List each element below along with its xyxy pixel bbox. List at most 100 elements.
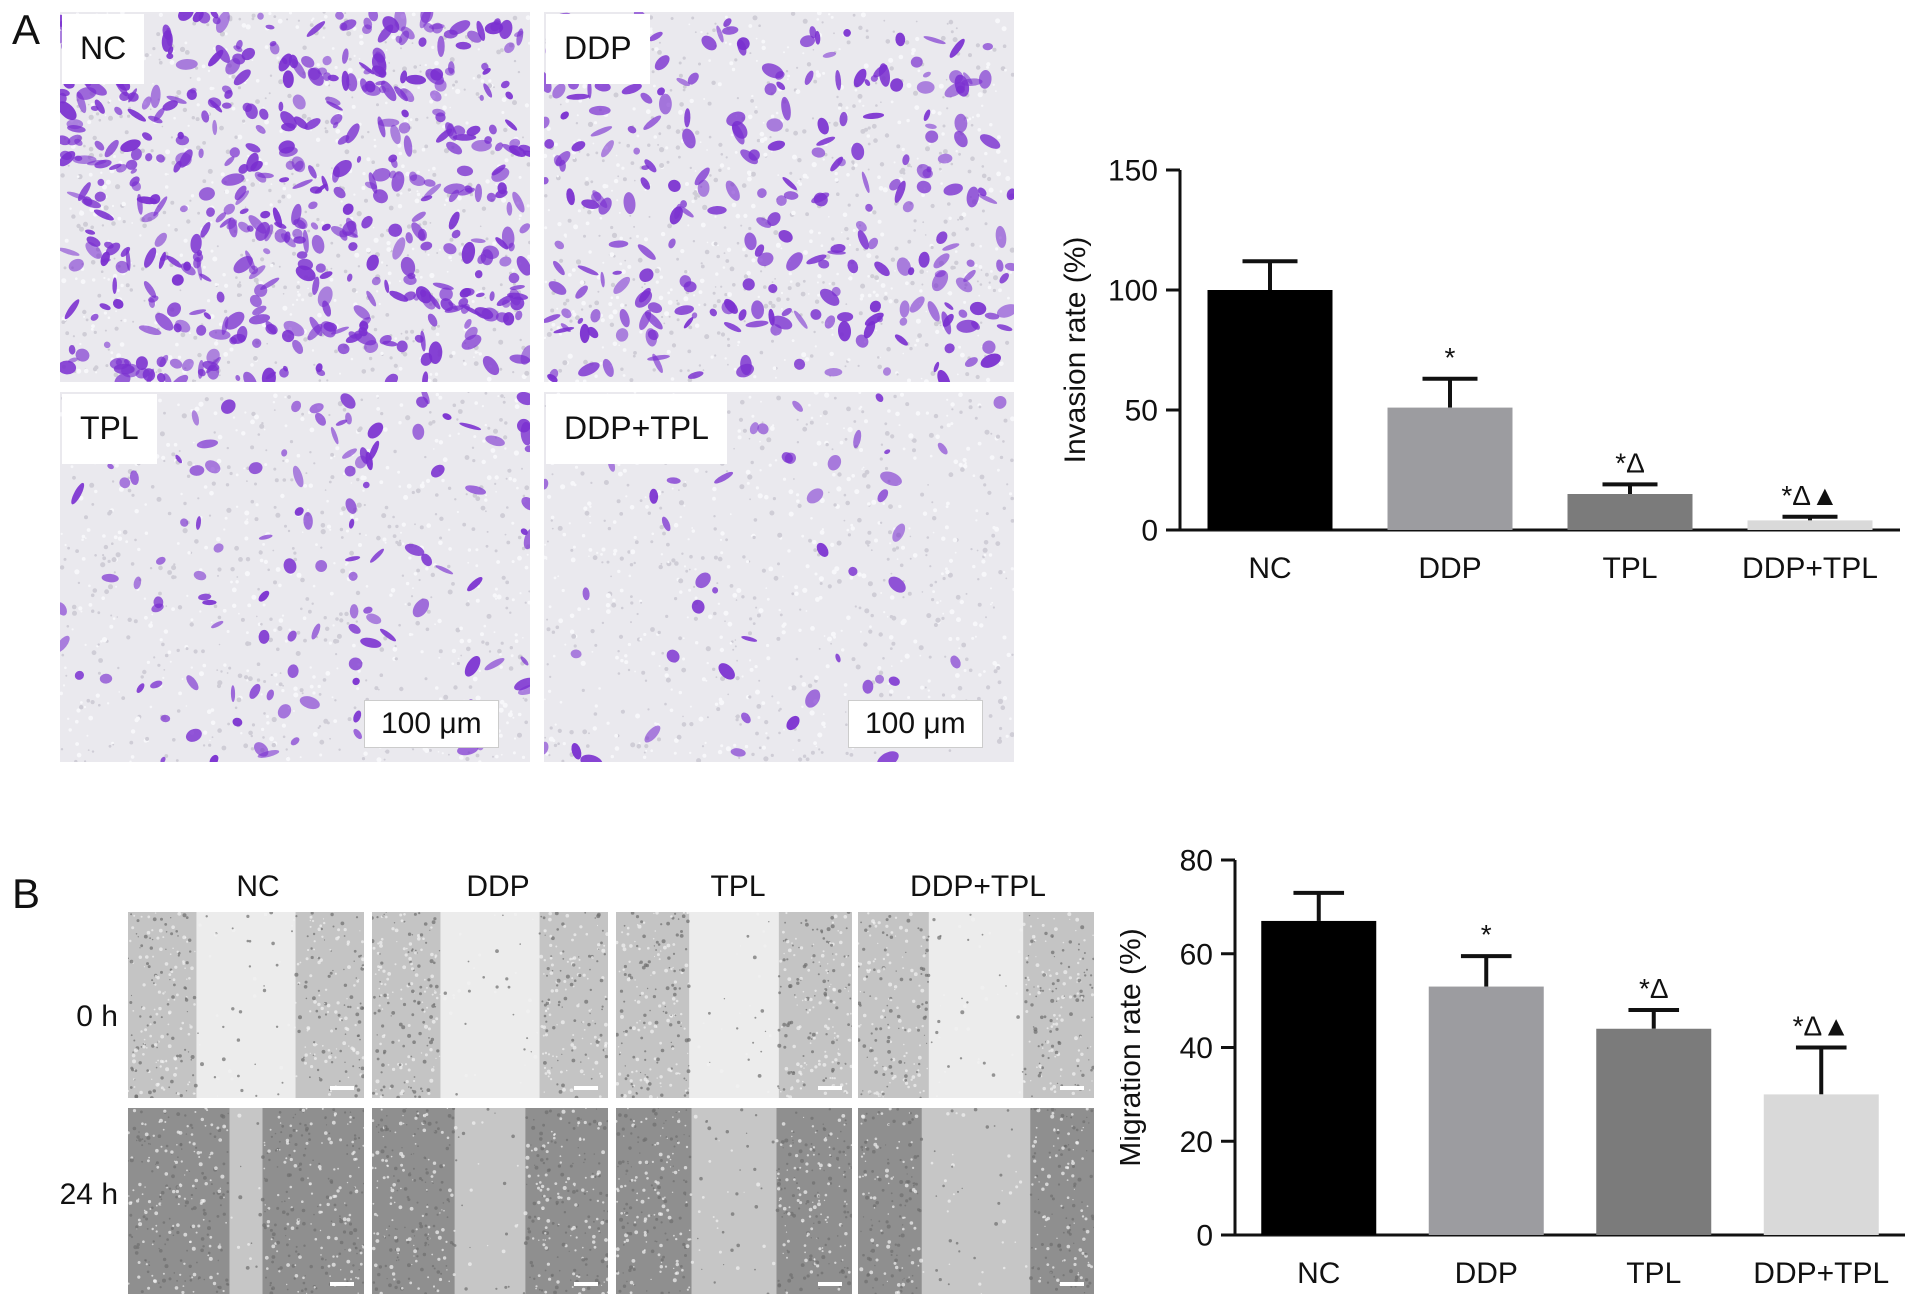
membrane-texture [442,105,447,110]
membrane-texture [429,272,435,279]
stained-cell [233,69,251,86]
membrane-texture [273,580,277,585]
membrane-texture [170,136,173,139]
membrane-texture [888,635,894,640]
cell-texture [130,1034,133,1037]
stained-cell [964,357,978,368]
membrane-texture [76,708,81,713]
membrane-texture [752,596,757,600]
membrane-texture [419,64,422,67]
membrane-texture [582,379,587,382]
membrane-texture [134,538,137,542]
stained-cell [639,287,651,303]
membrane-texture [925,554,928,557]
image-label-tpl: TPL [62,394,157,464]
membrane-texture [60,748,64,751]
stained-cell [723,322,742,333]
membrane-texture [796,441,800,444]
membrane-texture [522,136,524,139]
membrane-texture [882,657,885,660]
cell-texture [335,1085,337,1087]
membrane-texture [867,142,871,146]
membrane-texture [931,501,934,504]
cell-texture [312,932,316,936]
stained-cell [571,742,582,760]
membrane-texture [649,27,653,30]
cell-texture [294,972,299,977]
cell-texture [190,1055,195,1059]
membrane-texture [667,560,670,564]
stained-cell [342,203,354,215]
membrane-texture [867,544,870,547]
membrane-texture [753,518,758,522]
membrane-texture [679,369,683,373]
membrane-texture [971,636,975,640]
membrane-texture [678,155,681,159]
stained-cell [851,142,865,161]
membrane-texture [427,253,430,256]
membrane-texture [295,651,301,656]
membrane-texture [724,620,726,622]
membrane-texture [496,49,501,55]
membrane-texture [619,262,623,266]
membrane-texture [159,60,163,65]
stained-cell [186,89,197,100]
stained-cell [736,37,750,51]
membrane-texture [311,349,315,352]
stained-cell [683,317,694,329]
membrane-texture [659,275,663,279]
stained-cell [258,590,270,602]
membrane-texture [643,237,649,242]
membrane-texture [945,569,950,575]
stained-cell [786,715,800,731]
membrane-texture [689,751,692,755]
y-tick-label: 100 [1108,275,1158,308]
stained-cell [590,126,613,137]
stained-cell [508,272,520,284]
membrane-texture [321,221,325,225]
membrane-texture [704,334,710,340]
membrane-texture [324,127,327,130]
membrane-texture [524,370,530,376]
stained-cell [506,201,513,216]
membrane-texture [867,530,872,535]
cell-texture [155,1066,158,1069]
membrane-texture [557,742,560,745]
membrane-texture [498,339,504,345]
membrane-texture [727,167,731,170]
stained-cell [582,587,590,601]
membrane-texture [281,614,285,617]
membrane-texture [336,633,342,639]
membrane-texture [544,736,547,739]
stained-cell [918,251,930,268]
membrane-texture [102,556,107,561]
membrane-texture [476,74,481,79]
membrane-texture [787,286,792,291]
stained-cell [993,395,1007,409]
membrane-texture [510,654,514,658]
cell-texture [138,955,142,959]
membrane-texture [915,411,921,416]
membrane-texture [717,82,722,87]
cell-texture [162,992,165,995]
membrane-texture [336,667,339,670]
cell-texture [298,1015,302,1020]
membrane-texture [487,426,491,430]
membrane-texture [501,97,507,103]
membrane-texture [972,474,976,477]
membrane-texture [477,48,480,51]
membrane-texture [97,643,100,646]
membrane-texture [738,756,741,759]
stained-cell [366,290,377,307]
stained-cell [544,70,552,93]
membrane-texture [61,320,66,324]
membrane-texture [764,720,769,725]
membrane-texture [712,304,717,308]
membrane-texture [502,702,508,708]
cell-texture [216,1076,220,1081]
stained-cell [943,183,963,196]
membrane-texture [301,298,305,302]
cell-texture [187,1083,190,1086]
membrane-texture [641,286,644,289]
membrane-texture [976,65,981,70]
